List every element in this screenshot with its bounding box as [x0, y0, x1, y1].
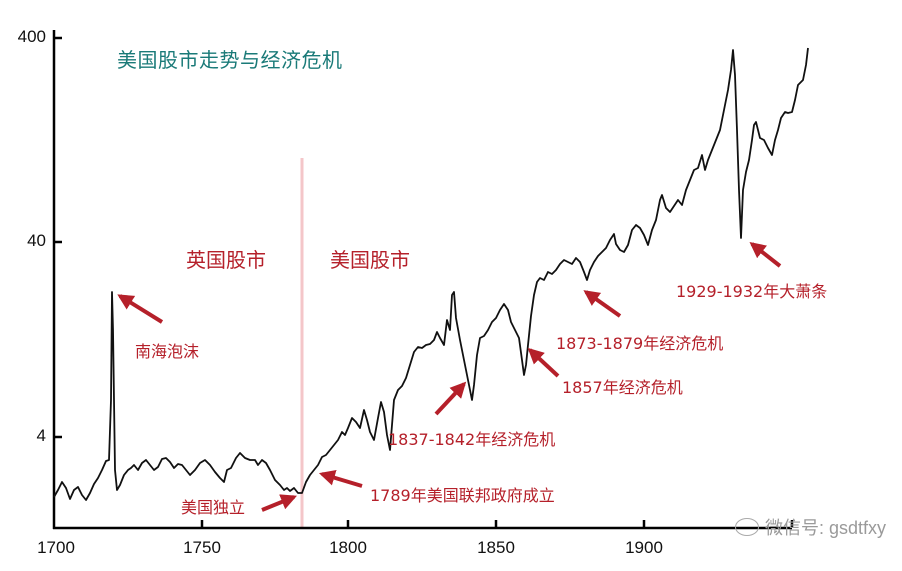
watermark: 微信号: gsdtfxy: [735, 514, 886, 540]
x-tick-label-1800: 1800: [329, 538, 367, 557]
arrow-1837: [434, 381, 467, 416]
annotation-depression: 1929-1932年大萧条: [676, 282, 828, 301]
x-tick-label-1700: 1700: [37, 538, 75, 557]
y-tick-label-400: 400: [17, 27, 46, 46]
x-tick-label-1750: 1750: [183, 538, 221, 557]
x-tick-label-1900: 1900: [625, 538, 663, 557]
arrow-1929: [749, 242, 782, 268]
chart-title: 美国股市走势与经济危机: [117, 48, 343, 72]
stock-index-line: [53, 47, 809, 501]
annotation-independence: 美国独立: [181, 498, 246, 517]
y-tick-label-40: 40: [27, 231, 46, 250]
arrow-south-sea: [117, 294, 164, 324]
annotation-crisis-1873: 1873-1879年经济危机: [556, 334, 724, 353]
annotation-federal-gov: 1789年美国联邦政府成立: [370, 486, 555, 505]
annotation-south-sea: 南海泡沫: [135, 342, 200, 361]
x-tick-label-1850: 1850: [477, 538, 515, 557]
y-axis: [52, 30, 62, 529]
watermark-text: 微信号: gsdtfxy: [765, 518, 887, 538]
y-tick-label-4: 4: [36, 426, 46, 445]
arrow-1857: [527, 347, 560, 378]
x-axis: [53, 520, 794, 530]
arrow-1873: [583, 290, 622, 318]
annotation-crisis-1837: 1837-1842年经济危机: [388, 430, 556, 449]
wechat-icon: [735, 518, 759, 537]
arrow-independence: [261, 494, 297, 512]
region-label-us: 美国股市: [330, 248, 410, 272]
region-label-uk: 英国股市: [186, 248, 266, 272]
annotation-crisis-1857: 1857年经济危机: [562, 378, 683, 397]
arrow-federal-gov: [318, 470, 363, 488]
